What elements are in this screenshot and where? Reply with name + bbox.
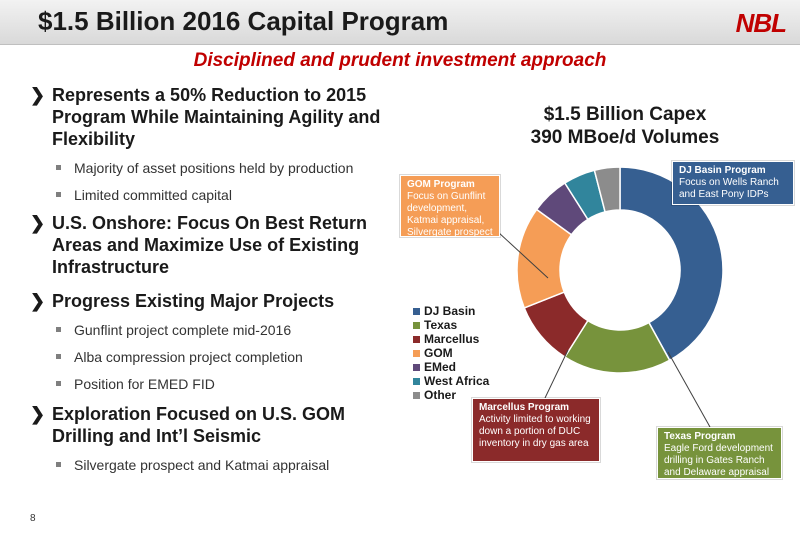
chevron-right-icon: ❯ xyxy=(30,404,46,424)
bullet-4: ❯ Exploration Focused on U.S. GOM Drillin… xyxy=(30,404,346,446)
sub-bullet: Limited committed capital xyxy=(28,187,393,204)
sub-bullet: Alba compression project completion xyxy=(28,349,393,366)
bullet-1: ❯ Represents a 50% Reduction to 2015 Prog… xyxy=(30,85,381,149)
legend-swatch xyxy=(413,307,420,315)
legend-item: DJ Basin xyxy=(413,304,489,318)
sub-bullet: Position for EMED FID xyxy=(28,376,393,393)
title-bar: $1.5 Billion 2016 Capital Program NBL xyxy=(0,0,800,45)
leader-line-texas xyxy=(667,351,711,428)
callout-marcellus: Marcellus Program Activity limited to wo… xyxy=(471,397,601,463)
legend-item: West Africa xyxy=(413,374,489,388)
chevron-right-icon: ❯ xyxy=(30,213,46,233)
subtitle: Disciplined and prudent investment appro… xyxy=(193,50,607,71)
leader-line-gom xyxy=(497,231,549,279)
square-bullet-icon xyxy=(56,327,61,332)
legend-swatch xyxy=(413,349,420,357)
leader-line-marcellus xyxy=(544,349,569,399)
legend-swatch xyxy=(413,377,420,385)
donut-slice-other xyxy=(593,166,621,213)
legend-swatch xyxy=(413,335,420,343)
square-bullet-icon xyxy=(56,165,61,170)
square-bullet-icon xyxy=(56,354,61,359)
legend-swatch xyxy=(413,363,420,371)
callout-gom: GOM Program Focus on Gunflint developmen… xyxy=(399,174,501,238)
sub-bullet: Silvergate prospect and Katmai appraisal xyxy=(28,457,393,474)
legend-swatch xyxy=(413,391,420,399)
legend-item: GOM xyxy=(413,346,489,360)
square-bullet-icon xyxy=(56,381,61,386)
legend-item: Marcellus xyxy=(413,332,489,346)
bullet-list: ❯ Represents a 50% Reduction to 2015 Prog… xyxy=(28,82,393,480)
bullet-3: ❯ Progress Existing Major Projects xyxy=(30,291,335,311)
bullet-2: ❯ U.S. Onshore: Focus On Best Return Area… xyxy=(30,213,368,277)
page-number: 8 xyxy=(30,513,36,524)
chevron-right-icon: ❯ xyxy=(30,291,46,311)
legend-item: Other xyxy=(413,388,489,402)
square-bullet-icon xyxy=(56,462,61,467)
square-bullet-icon xyxy=(56,192,61,197)
legend-item: EMed xyxy=(413,360,489,374)
sub-bullet: Majority of asset positions held by prod… xyxy=(28,160,393,177)
callout-texas: Texas Program Eagle Ford development dri… xyxy=(656,426,783,480)
callout-dj-basin: DJ Basin Program Focus on Wells Ranch an… xyxy=(671,160,795,206)
legend-swatch xyxy=(413,321,420,329)
chevron-right-icon: ❯ xyxy=(30,85,46,105)
page-title: $1.5 Billion 2016 Capital Program xyxy=(38,6,449,36)
sub-bullet: Gunflint project complete mid-2016 xyxy=(28,322,393,339)
company-logo: NBL xyxy=(735,8,787,38)
chart-title: $1.5 Billion Capex 390 MBoe/d Volumes xyxy=(530,104,720,148)
chart-legend: DJ Basin Texas Marcellus GOM EMed West A… xyxy=(413,304,489,402)
legend-item: Texas xyxy=(413,318,489,332)
